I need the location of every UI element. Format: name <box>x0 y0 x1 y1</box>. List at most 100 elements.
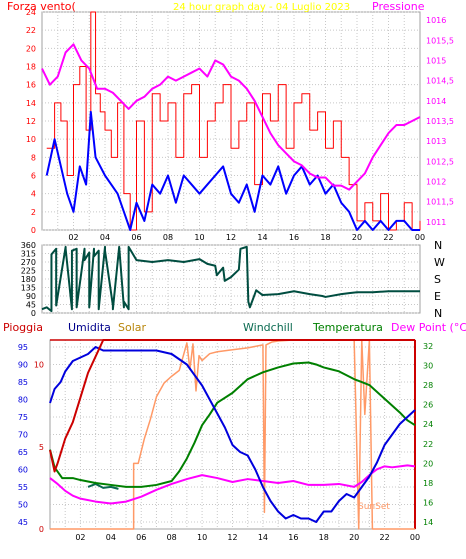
hour-tick-label: 22 <box>383 233 393 242</box>
temperature-tick-label: 28 <box>423 381 433 390</box>
hour-tick-label: 16 <box>289 233 299 242</box>
rain-tick-labels: 0 5 10 <box>34 361 44 534</box>
pressure-tick-label: 1011,5 <box>426 198 454 207</box>
direction-degree-label: 225 <box>21 267 36 276</box>
hour-tick-label: 04 <box>106 533 116 542</box>
wind-speed-tick-label: 8 <box>31 153 36 162</box>
pressure-series-line <box>41 43 421 191</box>
temperature-tick-label: 32 <box>423 342 433 351</box>
hour-tick-label: 08 <box>163 233 173 242</box>
sunset-annotation: SunSet <box>358 502 390 512</box>
wind-pressure-hour-labels: 02 04 06 08 10 12 14 16 18 20 22 00 <box>68 233 425 242</box>
wind-speed-tick-label: 2 <box>31 208 36 217</box>
hour-tick-label: 00 <box>415 233 425 242</box>
hour-tick-label: 20 <box>349 533 359 542</box>
humidity-legend-label: Umidita <box>68 321 111 334</box>
direction-degree-label: 45 <box>26 301 36 310</box>
humidity-tick-label: 75 <box>18 413 28 422</box>
temperature-tick-label: 30 <box>423 361 433 370</box>
solar-legend-label: Solar <box>118 321 147 334</box>
humidity-series-line <box>49 346 416 523</box>
solar-series-line <box>50 339 415 530</box>
windchill-series-line <box>87 482 119 490</box>
wind-speed-tick-label: 24 <box>26 8 36 17</box>
pressure-tick-label: 1015 <box>426 56 446 65</box>
rain-tick-label: 0 <box>39 525 44 534</box>
hour-tick-label: 22 <box>379 533 389 542</box>
wind-direction-series <box>41 245 420 313</box>
hour-tick-label: 12 <box>227 533 237 542</box>
humidity-tick-label: 45 <box>18 518 28 527</box>
humidity-tick-label: 65 <box>18 448 28 457</box>
hour-tick-label: 00 <box>410 533 420 542</box>
hour-tick-label: 10 <box>194 233 204 242</box>
pressure-tick-label: 1014 <box>426 97 446 106</box>
gust-series-line <box>46 11 421 231</box>
wind-speed-tick-label: 0 <box>31 226 36 235</box>
direction-degree-label: 0 <box>31 309 36 318</box>
wind-speed-tick-label: 22 <box>26 26 36 35</box>
direction-degree-label: 135 <box>21 284 36 293</box>
temperature-tick-labels: 14 16 18 20 22 24 26 28 30 32 <box>423 342 433 527</box>
hour-tick-label: 02 <box>75 533 85 542</box>
humidity-tick-label: 80 <box>18 396 28 405</box>
hour-tick-label: 04 <box>100 233 110 242</box>
hour-tick-label: 20 <box>352 233 362 242</box>
pressure-tick-label: 1013 <box>426 137 446 146</box>
humidity-tick-labels: 45 50 55 60 65 70 75 80 85 90 95 <box>18 343 28 527</box>
pressure-tick-label: 1015,5 <box>426 36 454 45</box>
humidity-tick-label: 95 <box>18 343 28 352</box>
rain-series-line <box>49 339 415 473</box>
compass-point-label: W <box>434 256 445 269</box>
pressure-tick-label: 1014,5 <box>426 77 454 86</box>
humidity-tick-label: 55 <box>18 483 28 492</box>
hour-tick-label: 10 <box>197 533 207 542</box>
hour-tick-label: 06 <box>131 233 141 242</box>
compass-point-label: N <box>434 239 442 252</box>
direction-degree-label: 360 <box>21 241 36 250</box>
temperature-humidity-series <box>49 339 416 530</box>
compass-point-label: S <box>434 273 441 286</box>
pressure-axis-label: Pressione <box>372 0 425 13</box>
dewpoint-series-line <box>49 464 416 505</box>
hour-tick-label: 12 <box>226 233 236 242</box>
hour-tick-label: 08 <box>167 533 177 542</box>
compass-point-label: E <box>434 290 441 303</box>
wind-speed-tick-label: 10 <box>26 135 36 144</box>
pressure-tick-label: 1012 <box>426 178 446 187</box>
hour-tick-label: 06 <box>136 533 146 542</box>
temperature-tick-label: 20 <box>423 459 433 468</box>
direction-degree-label: 270 <box>21 258 36 267</box>
wind-speed-tick-label: 4 <box>31 190 36 199</box>
temperature-tick-label: 14 <box>423 518 433 527</box>
hour-tick-label: 16 <box>288 533 298 542</box>
temperature-tick-label: 24 <box>423 420 433 429</box>
wind-speed-tick-label: 14 <box>26 99 36 108</box>
rain-tick-label: 10 <box>34 361 44 370</box>
humidity-tick-label: 70 <box>18 431 28 440</box>
dewpoint-legend-label: Dew Point (°C) <box>391 321 466 334</box>
temperature-humidity-hour-labels: 02 04 06 08 10 12 14 16 18 20 22 00 <box>75 533 420 542</box>
humidity-tick-label: 85 <box>18 378 28 387</box>
wind-speed-tick-label: 16 <box>26 81 36 90</box>
humidity-tick-label: 50 <box>18 501 28 510</box>
humidity-tick-label: 60 <box>18 466 28 475</box>
temperature-series-line <box>49 361 416 488</box>
rain-legend-label: Pioggia <box>3 321 43 334</box>
direction-degree-label: 315 <box>21 250 36 259</box>
wind-speed-axis-label: Forza vento( <box>7 0 76 13</box>
wind-pressure-series <box>41 11 421 231</box>
compass-point-label: N <box>434 307 442 320</box>
pressure-tick-label: 1011 <box>426 218 446 227</box>
pressure-tick-label: 1013,5 <box>426 117 454 126</box>
wind-series-line <box>45 110 420 231</box>
pressure-tick-labels: 1011 1011,5 1012 1012,5 1013 1013,5 1014 1014,5… <box>426 16 454 227</box>
hour-tick-label: 18 <box>320 233 330 242</box>
temperature-tick-label: 16 <box>423 499 433 508</box>
rain-tick-label: 5 <box>39 443 44 452</box>
